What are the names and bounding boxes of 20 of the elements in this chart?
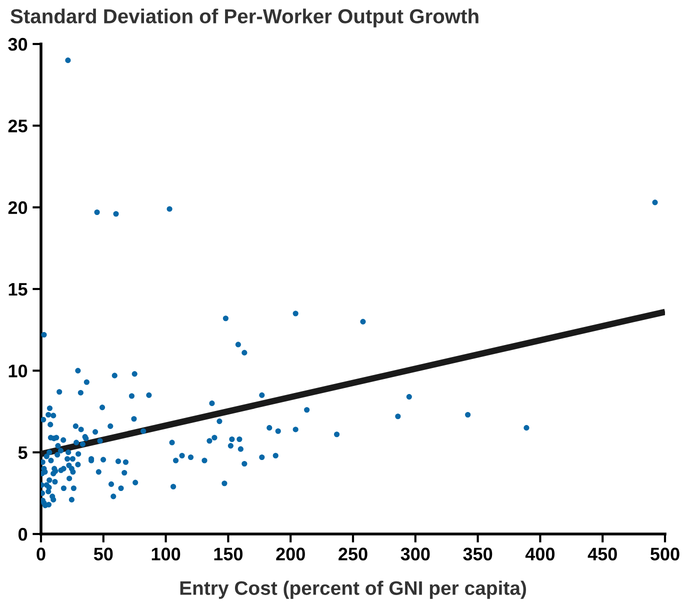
y-tick-label: 0 (18, 528, 28, 541)
x-tick-label: 400 (525, 548, 555, 560)
y-tick-label: 15 (8, 283, 28, 296)
y-tick-label: 30 (8, 38, 28, 51)
x-tick-label: 250 (338, 548, 368, 560)
x-tick-label: 200 (276, 548, 305, 560)
y-tick-label: 10 (8, 364, 28, 378)
y-tick-label: 5 (18, 446, 28, 460)
x-tick-label: 450 (588, 548, 617, 560)
x-tick-label: 300 (400, 548, 430, 560)
x-axis-title: Entry Cost (percent of GNI per capita) (180, 580, 526, 599)
y-tick-label: 25 (8, 120, 28, 132)
x-tick-label: 350 (463, 548, 492, 560)
y-tick-label: 20 (8, 201, 28, 214)
x-tick-label: 0 (36, 548, 46, 560)
chart-title: Standard Deviation of Per-Worker Output Growth (10, 8, 478, 28)
x-tick-label: 50 (94, 548, 113, 560)
x-tick-label: 500 (650, 548, 680, 560)
x-tick-label: 100 (152, 548, 180, 560)
x-tick-label: 150 (214, 548, 243, 560)
